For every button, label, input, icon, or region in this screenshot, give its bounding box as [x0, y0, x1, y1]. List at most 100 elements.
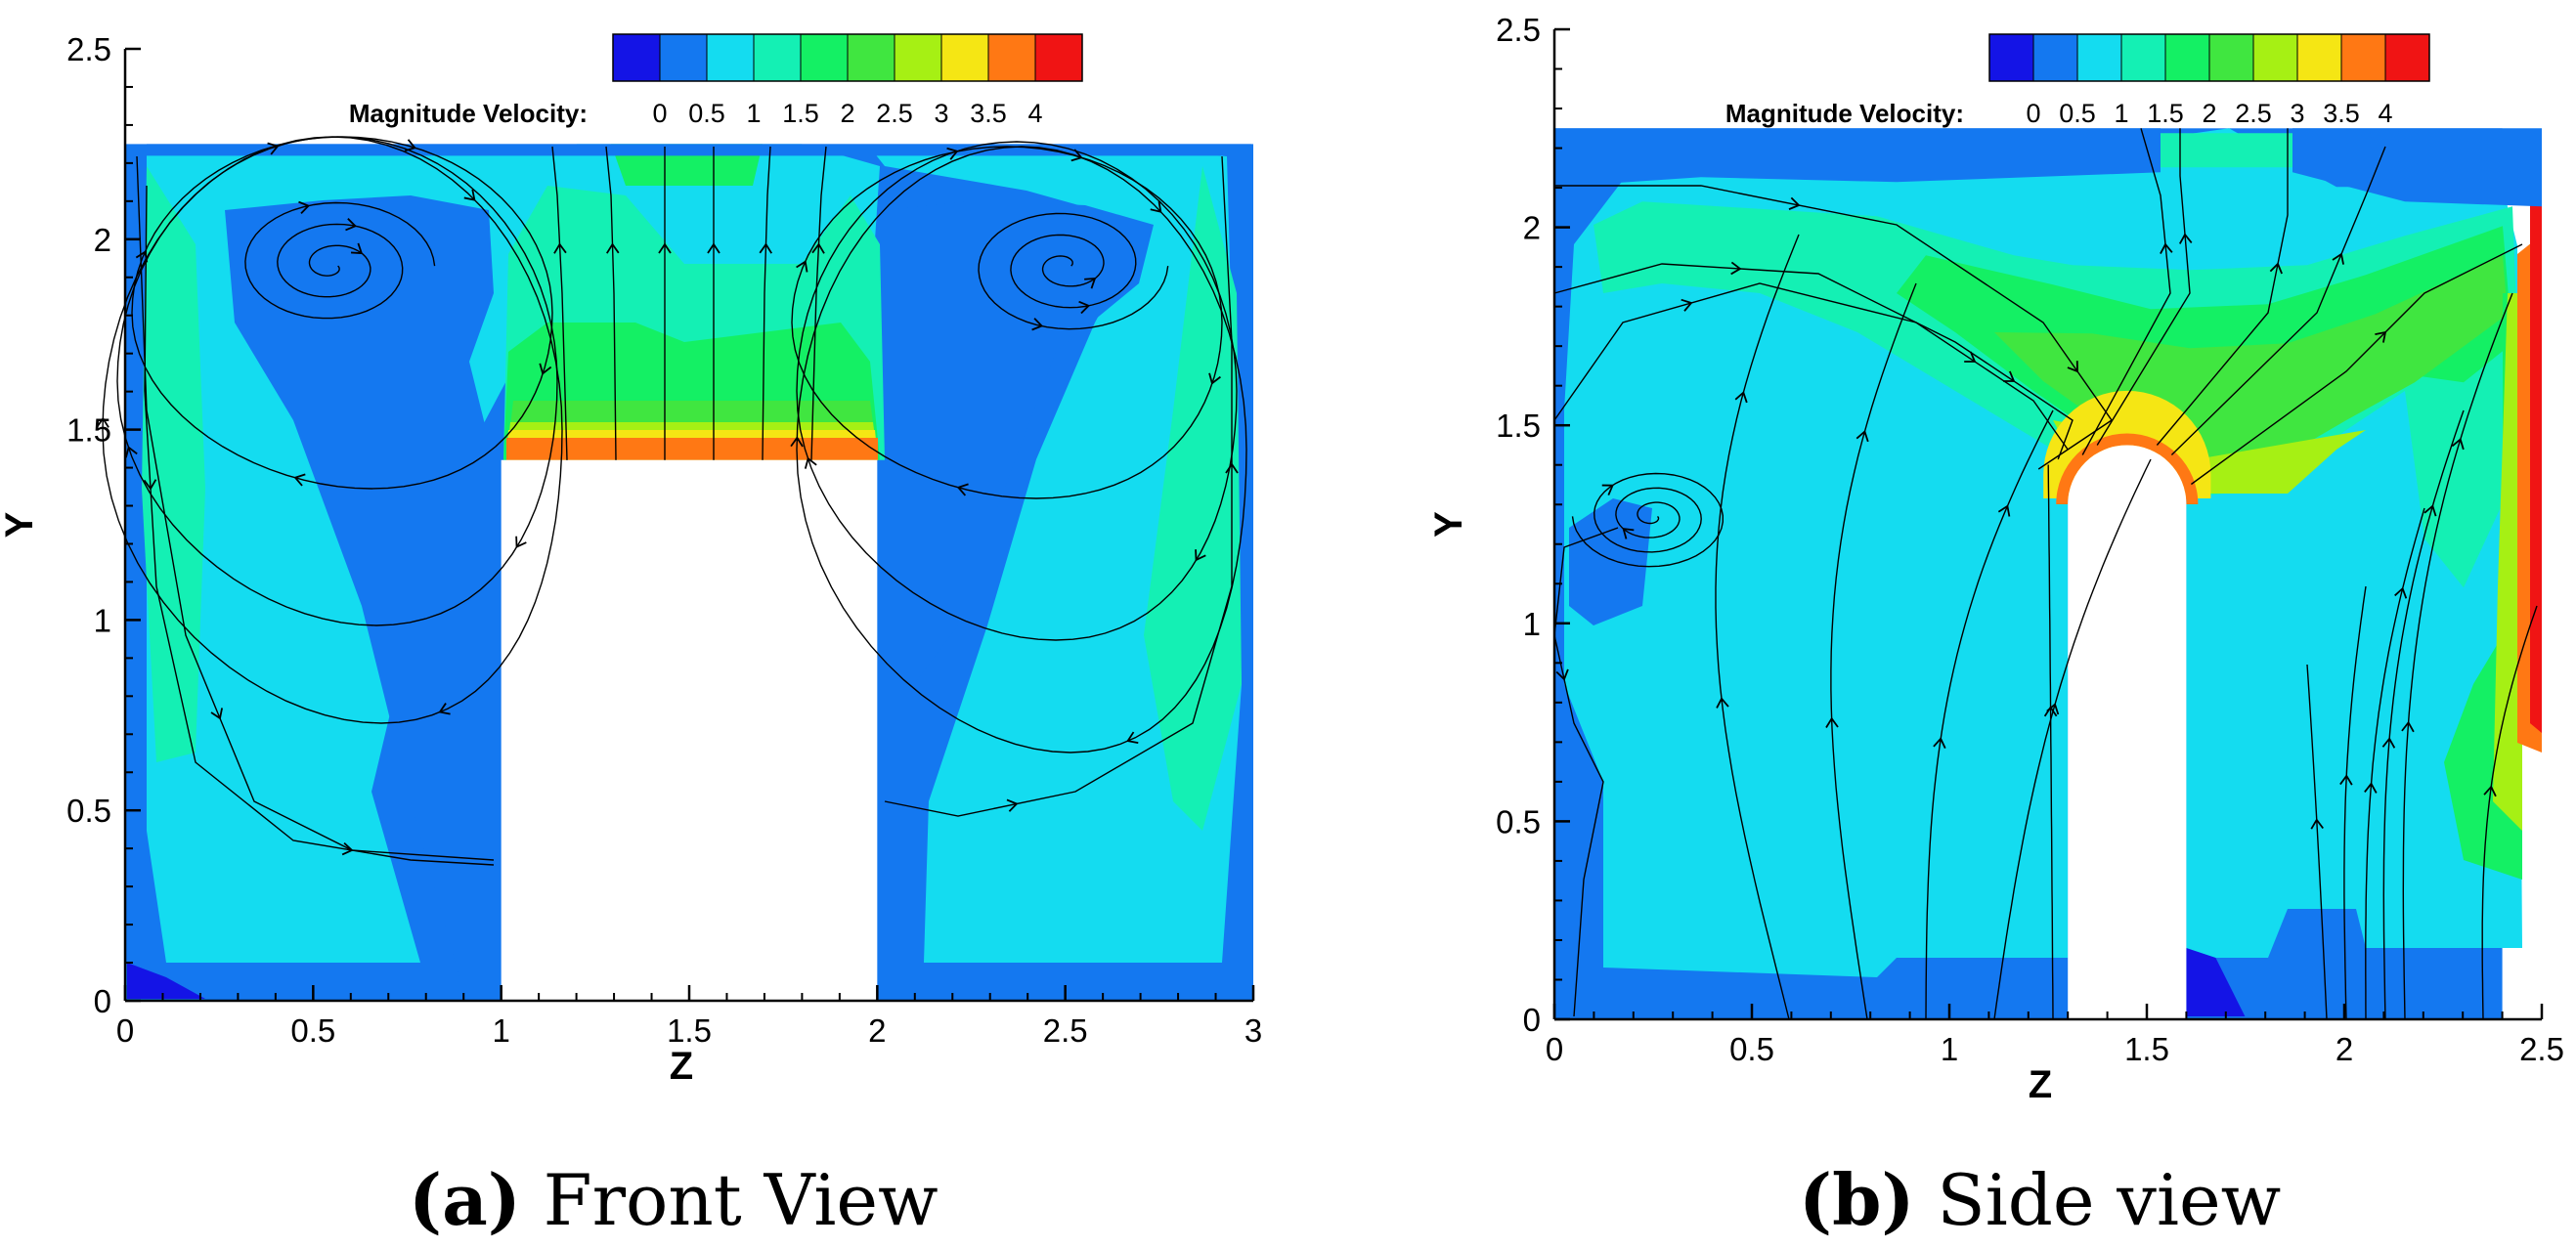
legend-label: 3 — [934, 99, 948, 128]
y-tick-label: 2 — [1523, 210, 1541, 246]
streamline-arrow — [2067, 361, 2078, 373]
streamline-arrow — [2310, 818, 2324, 830]
streamline-arrow — [298, 200, 311, 215]
streamline-arrow — [2483, 785, 2497, 797]
caption-letter: (b) — [1799, 1158, 1915, 1241]
contour-level-4-ring — [2056, 433, 2199, 505]
y-tick-label: 0 — [1523, 1002, 1541, 1038]
streamline-arrow — [1150, 200, 1162, 213]
streamline-arrow — [790, 436, 804, 448]
x-axis-label: Z — [2029, 1063, 2052, 1106]
streamline — [2306, 664, 2328, 1020]
low-velocity-top — [1554, 128, 2161, 188]
side-view-panel: 0 0.5 1 1.5 2 2.5 0 0.5 1 1.5 2 2.5 Z Y Magnitude Velo… — [1408, 0, 2576, 1248]
streamline — [131, 136, 553, 490]
streamline-arrow — [1208, 372, 1221, 385]
legend-swatch — [612, 33, 661, 82]
streamline — [102, 136, 563, 724]
streamline — [2047, 464, 2054, 1020]
streamline — [1830, 282, 1917, 1020]
streamline — [2343, 585, 2367, 1020]
y-tick-label: 0.5 — [66, 793, 111, 829]
legend-frame — [1988, 33, 2430, 82]
contour-level-3 — [2493, 293, 2522, 831]
legend-label: 0.5 — [688, 99, 725, 128]
streamline-arrow — [1084, 277, 1097, 289]
streamline-arrow — [804, 456, 817, 469]
legend-label: 1 — [746, 99, 761, 128]
legend-label: 2 — [2202, 99, 2216, 128]
legend-label: 2.5 — [2235, 99, 2272, 128]
velocity-contour-field — [125, 144, 1253, 1001]
streamline-arrow — [438, 703, 451, 715]
legend-title: Magnitude Velocity: — [1725, 99, 1964, 128]
streamline-arrow — [1788, 196, 1801, 210]
y-tick-label: 2.5 — [1496, 12, 1541, 48]
streamline-arrow — [267, 142, 280, 155]
front-view-caption: (a) Front View — [409, 1158, 939, 1241]
legend-swatch — [894, 33, 942, 82]
streamline-arrow — [1195, 549, 1206, 562]
x-axis-label: Z — [670, 1045, 693, 1088]
streamline-arrow — [1031, 318, 1044, 331]
side-view-chart: 0 0.5 1 1.5 2 2.5 0 0.5 1 1.5 2 2.5 Z Y Magnitude Velo… — [1427, 12, 2564, 1106]
streamline — [1553, 527, 1619, 1017]
legend-swatch — [2208, 33, 2254, 82]
streamline-arrow — [1933, 737, 1946, 750]
streamline-arrow — [2160, 242, 2173, 254]
x-tick-label: 3 — [1244, 1012, 1262, 1049]
x-tick-label: 0.5 — [290, 1012, 335, 1049]
streamline-arrow — [1825, 716, 1839, 728]
streamline — [2402, 292, 2513, 1020]
legend-label: 1.5 — [2147, 99, 2184, 128]
front-view-chart: 0 0.5 1 1.5 2 2.5 3 0 0.5 1 1.5 2 2.5 Z Y Magnitude Vel… — [0, 31, 1262, 1088]
streamline-arrow — [1997, 504, 2011, 517]
streamline-arrow — [2394, 586, 2408, 599]
legend-label: 0 — [652, 99, 667, 128]
y-tick-label: 1.5 — [1496, 408, 1541, 444]
legend-label: 2 — [840, 99, 854, 128]
caption-letter: (a) — [409, 1158, 521, 1241]
min-velocity-corner — [2186, 948, 2246, 1016]
low-velocity-top — [2292, 128, 2542, 207]
contour-level-4 — [506, 438, 878, 460]
streamline-arrow — [515, 536, 527, 548]
streamline — [244, 201, 436, 320]
side-view-caption: (b) Side view — [1799, 1158, 2281, 1241]
streamline-arrow — [1856, 430, 1869, 443]
legend-label: 0.5 — [2059, 99, 2096, 128]
contour-level-4-wall — [2530, 195, 2542, 733]
streamlines — [1553, 128, 2538, 1020]
legend-swatch — [659, 33, 708, 82]
streamline-arrow — [1078, 300, 1091, 315]
streamline-arrow — [345, 218, 358, 232]
streamline-arrow — [2269, 262, 2283, 275]
legend-frame — [612, 33, 1083, 82]
legend-swatch — [2340, 33, 2386, 82]
x-tick-label: 1 — [1941, 1031, 1958, 1067]
streamline — [796, 141, 1238, 641]
legend-swatch — [753, 33, 802, 82]
streamline — [1553, 263, 2074, 460]
legend-swatch — [2032, 33, 2078, 82]
contour-level-1-5 — [142, 166, 205, 762]
x-tick-label: 0 — [116, 1012, 134, 1049]
streamline-arrow — [210, 708, 224, 720]
streamline-arrow — [2364, 782, 2378, 794]
streamline — [884, 155, 1233, 817]
legend-swatch — [706, 33, 755, 82]
y-axis-label: Y — [1427, 511, 1470, 538]
streamline-arrow — [539, 363, 552, 375]
streamline-arrow — [293, 473, 306, 487]
legend-swatch — [940, 33, 989, 82]
streamline — [1554, 185, 2113, 470]
legend-swatch — [800, 33, 849, 82]
streamline-arrow — [956, 483, 969, 496]
streamline-arrow — [1730, 261, 1742, 276]
streamline-arrow — [946, 147, 959, 160]
x-tick-label: 2 — [2336, 1031, 2353, 1067]
contour-level-3 — [2053, 420, 2366, 494]
streamline — [1571, 472, 1724, 568]
streamline-arrow — [2451, 438, 2465, 451]
contour-level-1-5 — [2161, 133, 2292, 168]
